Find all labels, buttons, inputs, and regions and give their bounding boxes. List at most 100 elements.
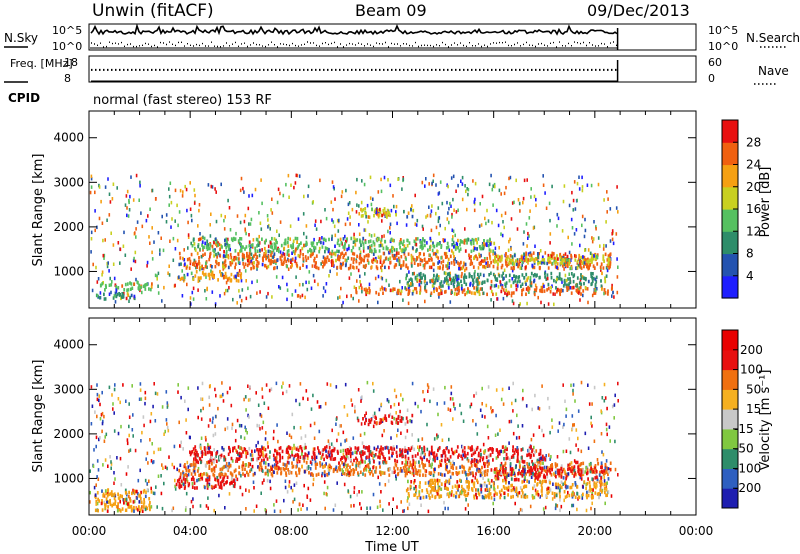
data-cell bbox=[586, 469, 589, 473]
data-cell bbox=[119, 500, 121, 504]
data-cell bbox=[337, 257, 339, 261]
data-cell bbox=[261, 450, 264, 454]
data-cell bbox=[366, 455, 368, 459]
data-cell bbox=[521, 263, 523, 267]
data-cell bbox=[350, 447, 352, 451]
data-cell bbox=[109, 276, 111, 281]
data-cell bbox=[131, 286, 134, 290]
data-cell bbox=[535, 257, 538, 261]
data-cell bbox=[205, 275, 207, 279]
data-cell bbox=[330, 465, 333, 470]
data-cell bbox=[438, 285, 441, 290]
data-cell bbox=[231, 238, 234, 243]
data-cell bbox=[106, 493, 109, 498]
data-cell bbox=[414, 461, 416, 465]
data-cell bbox=[324, 238, 327, 243]
data-cell bbox=[609, 207, 612, 211]
data-cell bbox=[418, 255, 420, 259]
data-cell bbox=[107, 492, 109, 496]
data-cell bbox=[372, 381, 374, 386]
data-cell bbox=[202, 406, 204, 411]
data-cell bbox=[147, 461, 149, 465]
data-cell bbox=[374, 249, 377, 254]
data-cell bbox=[294, 256, 297, 261]
data-cell bbox=[223, 265, 226, 270]
data-cell bbox=[437, 256, 440, 260]
data-cell bbox=[273, 237, 276, 241]
data-cell bbox=[250, 243, 253, 248]
data-cell bbox=[466, 477, 468, 481]
data-cell bbox=[511, 299, 514, 303]
data-cell bbox=[97, 497, 99, 502]
data-cell bbox=[291, 245, 293, 250]
data-cell bbox=[323, 491, 325, 496]
data-cell bbox=[512, 381, 514, 386]
data-cell bbox=[296, 460, 299, 464]
data-cell bbox=[133, 256, 135, 261]
data-cell bbox=[345, 463, 348, 468]
data-cell bbox=[591, 293, 594, 298]
data-cell bbox=[583, 281, 585, 286]
data-cell bbox=[263, 458, 265, 462]
data-cell bbox=[299, 445, 302, 449]
data-cell bbox=[525, 222, 528, 226]
data-cell bbox=[432, 173, 435, 178]
data-cell bbox=[236, 418, 239, 423]
data-cell bbox=[331, 428, 333, 433]
data-cell bbox=[435, 211, 437, 216]
data-cell bbox=[508, 441, 510, 445]
data-cell bbox=[159, 252, 161, 256]
data-cell bbox=[505, 288, 508, 292]
data-cell bbox=[356, 416, 359, 421]
data-cell bbox=[208, 460, 211, 464]
data-cell bbox=[141, 430, 143, 435]
data-cell bbox=[206, 239, 209, 243]
data-cell bbox=[461, 449, 464, 453]
data-cell bbox=[110, 460, 112, 464]
data-cell bbox=[258, 424, 260, 428]
data-cell bbox=[348, 244, 350, 248]
data-cell bbox=[561, 261, 564, 265]
data-cell bbox=[457, 238, 459, 243]
data-cell bbox=[267, 218, 269, 222]
data-cell bbox=[464, 471, 467, 475]
data-cell bbox=[237, 445, 240, 449]
data-cell bbox=[204, 272, 207, 277]
data-cell bbox=[373, 209, 376, 214]
data-cell bbox=[161, 405, 164, 409]
data-cell bbox=[167, 428, 170, 433]
data-cell bbox=[247, 464, 250, 468]
data-cell bbox=[514, 465, 517, 470]
data-cell bbox=[580, 477, 583, 481]
data-cell bbox=[331, 263, 333, 267]
data-cell bbox=[191, 485, 194, 489]
data-cell bbox=[207, 484, 210, 488]
data-cell bbox=[495, 470, 498, 474]
data-cell bbox=[156, 274, 158, 278]
data-cell bbox=[483, 257, 486, 261]
data-cell bbox=[276, 258, 279, 262]
data-cell bbox=[305, 445, 307, 450]
data-cell bbox=[514, 473, 516, 477]
data-cell bbox=[399, 409, 401, 414]
data-cell bbox=[226, 466, 229, 471]
data-cell bbox=[214, 432, 217, 436]
data-cell bbox=[201, 454, 203, 459]
data-cell bbox=[581, 214, 584, 219]
data-cell bbox=[487, 454, 490, 458]
data-cell bbox=[470, 259, 472, 263]
data-cell bbox=[109, 200, 112, 204]
data-cell bbox=[220, 273, 222, 277]
data-cell bbox=[512, 454, 515, 458]
data-cell bbox=[352, 468, 355, 472]
data-cell bbox=[408, 241, 411, 245]
data-cell bbox=[355, 190, 357, 195]
data-cell bbox=[366, 258, 369, 262]
data-cell bbox=[291, 461, 293, 465]
data-cell bbox=[554, 292, 556, 296]
data-cell bbox=[560, 289, 562, 293]
data-cell bbox=[430, 451, 433, 456]
data-cell bbox=[486, 292, 488, 297]
data-cell bbox=[379, 472, 382, 477]
data-cell bbox=[145, 218, 148, 223]
